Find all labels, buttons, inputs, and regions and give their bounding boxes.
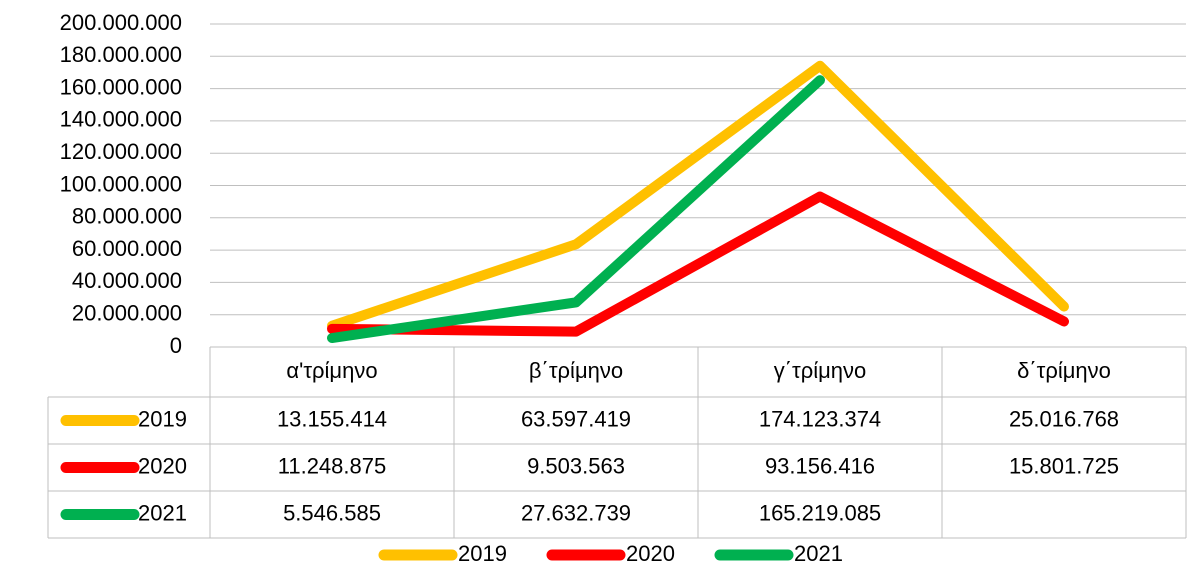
y-tick-label: 200.000.000 [60,10,182,35]
legend-label: 2019 [458,541,507,566]
y-tick-label: 0 [170,333,182,358]
table-value: 174.123.374 [759,406,881,431]
x-tick-label: δ΄τρίμηνο [1017,358,1111,383]
legend-label: 2021 [794,541,843,566]
x-tick-label: α'τρίμηνο [286,358,377,383]
table-series-name: 2021 [138,500,187,525]
y-tick-label: 100.000.000 [60,171,182,196]
x-tick-label: β΄τρίμηνο [529,358,623,383]
y-tick-label: 140.000.000 [60,107,182,132]
x-tick-label: γ΄τρίμηνο [774,358,867,383]
table-series-name: 2020 [138,453,187,478]
table-series-name: 2019 [138,406,187,431]
y-tick-label: 60.000.000 [72,236,182,261]
y-tick-label: 20.000.000 [72,301,182,326]
y-tick-label: 180.000.000 [60,42,182,67]
table-value: 93.156.416 [765,453,875,478]
y-tick-label: 80.000.000 [72,204,182,229]
y-tick-label: 40.000.000 [72,268,182,293]
table-value: 165.219.085 [759,500,881,525]
y-tick-label: 160.000.000 [60,74,182,99]
table-value: 27.632.739 [521,500,631,525]
table-value: 9.503.563 [527,453,625,478]
table-value: 13.155.414 [277,406,387,431]
table-value: 25.016.768 [1009,406,1119,431]
series-line [327,191,1069,337]
table-value: 63.597.419 [521,406,631,431]
table-value: 5.546.585 [283,500,381,525]
legend-label: 2020 [626,541,675,566]
y-tick-label: 120.000.000 [60,139,182,164]
table-value: 11.248.875 [278,453,386,478]
series-line [327,60,1069,331]
table-value: 15.801.725 [1009,453,1119,478]
series-line [327,75,825,344]
